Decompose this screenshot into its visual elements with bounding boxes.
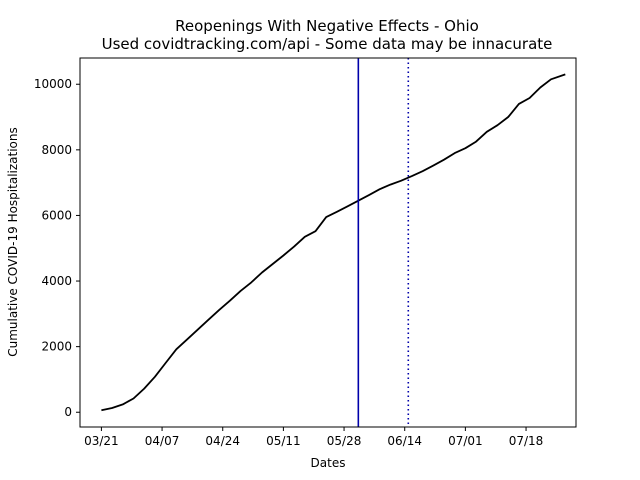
series-line-0 — [101, 73, 566, 412]
x-axis-ticks: 03/21 04/07 04/24 05/11 05/28 06/14 07/01 07/18 — [84, 427, 543, 448]
y-tick-label-1: 2000 — [41, 340, 72, 354]
y-axis-ticks: 0 2000 4000 6000 8000 10000 — [34, 77, 80, 419]
x-tick-label-6: 07/01 — [448, 434, 483, 448]
x-tick-label-4: 05/28 — [327, 434, 362, 448]
chart-title: Reopenings With Negative Effects - Ohio — [175, 17, 479, 35]
x-axis-label: Dates — [311, 456, 346, 470]
x-tick-label-2: 04/24 — [205, 434, 240, 448]
y-tick-label-2: 4000 — [41, 274, 72, 288]
x-tick-label-1: 04/07 — [145, 434, 180, 448]
x-tick-label-3: 05/11 — [266, 434, 301, 448]
y-tick-label-5: 10000 — [34, 77, 72, 91]
plot-marks — [101, 58, 566, 427]
chart-subtitle: Used covidtracking.com/api - Some data m… — [102, 35, 553, 53]
x-tick-label-0: 03/21 — [84, 434, 119, 448]
y-tick-label-0: 0 — [64, 405, 72, 419]
x-tick-label-5: 06/14 — [387, 434, 422, 448]
x-tick-label-7: 07/18 — [509, 434, 544, 448]
y-tick-label-4: 8000 — [41, 143, 72, 157]
plot-frame — [79, 57, 577, 428]
y-axis-label: Cumulative COVID-19 Hospitalizations — [6, 127, 20, 357]
y-tick-label-3: 6000 — [41, 208, 72, 222]
